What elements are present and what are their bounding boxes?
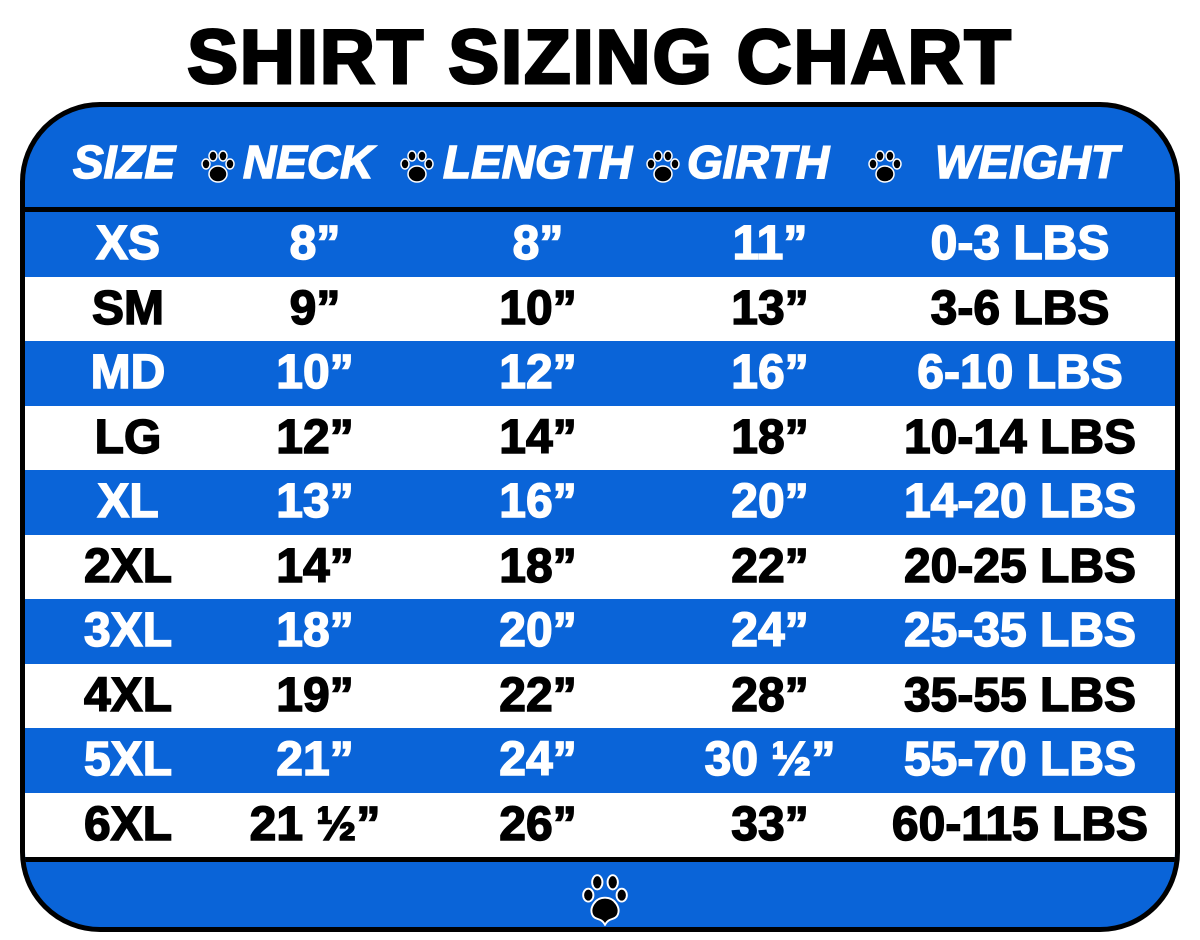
cell-girth: 33” xyxy=(731,797,810,851)
cell-weight: 55-70 LBS xyxy=(903,732,1137,786)
table-body: XS 8” 8” 11” 0-3 LBS SM 9” 10” 13” 3-6 LBS MD 10” 12… xyxy=(25,212,1175,857)
cell-neck: 10” xyxy=(276,345,355,399)
table-row: 6XL 21 ½” 26” 33” 60-115 LBS xyxy=(25,792,1175,857)
cell-size: LG xyxy=(94,410,162,464)
cell-girth: 28” xyxy=(731,668,810,722)
header-neck: NECK xyxy=(242,135,374,189)
cell-size: 2XL xyxy=(83,539,173,593)
cell-size: MD xyxy=(90,345,166,399)
cell-girth: 13” xyxy=(731,281,810,335)
cell-neck: 14” xyxy=(276,539,355,593)
paw-print-icon xyxy=(400,150,434,183)
table-row: LG 12” 14” 18” 10-14 LBS xyxy=(25,405,1175,470)
cell-girth: 22” xyxy=(731,539,810,593)
cell-size: 5XL xyxy=(83,732,173,786)
table-row: XL 13” 16” 20” 14-20 LBS xyxy=(25,470,1175,535)
cell-neck: 13” xyxy=(276,474,355,528)
cell-girth: 30 ½” xyxy=(704,732,836,786)
paw-print-icon xyxy=(646,150,680,183)
header-girth: GIRTH xyxy=(686,135,830,189)
cell-weight: 60-115 LBS xyxy=(891,797,1149,851)
cell-size: 6XL xyxy=(83,797,173,851)
paw-print-icon xyxy=(582,874,628,926)
cell-weight: 20-25 LBS xyxy=(903,539,1137,593)
cell-girth: 24” xyxy=(731,603,810,657)
cell-size: XL xyxy=(97,474,160,528)
table-header: SIZE NECK LENGTH GIRTH WEIGHT xyxy=(25,107,1175,212)
cell-neck: 12” xyxy=(276,410,355,464)
cell-girth: 20” xyxy=(731,474,810,528)
cell-girth: 18” xyxy=(731,410,810,464)
cell-weight: 14-20 LBS xyxy=(903,474,1137,528)
cell-size: SM xyxy=(91,281,165,335)
cell-neck: 18” xyxy=(276,603,355,657)
cell-length: 20” xyxy=(499,603,578,657)
cell-neck: 21 ½” xyxy=(249,797,381,851)
cell-length: 8” xyxy=(512,216,564,270)
cell-neck: 9” xyxy=(289,281,341,335)
cell-weight: 25-35 LBS xyxy=(903,603,1137,657)
cell-size: 3XL xyxy=(83,603,173,657)
table-row: MD 10” 12” 16” 6-10 LBS xyxy=(25,341,1175,406)
table-row: 3XL 18” 20” 24” 25-35 LBS xyxy=(25,599,1175,664)
header-length: LENGTH xyxy=(442,135,633,189)
cell-length: 16” xyxy=(499,474,578,528)
cell-weight: 0-3 LBS xyxy=(930,216,1110,270)
cell-size: 4XL xyxy=(83,668,173,722)
cell-length: 18” xyxy=(499,539,578,593)
paw-print-icon xyxy=(868,150,902,183)
header-weight: WEIGHT xyxy=(934,135,1119,189)
cell-length: 14” xyxy=(499,410,578,464)
table-row: SM 9” 10” 13” 3-6 LBS xyxy=(25,276,1175,341)
cell-girth: 11” xyxy=(732,216,808,270)
table-row: 2XL 14” 18” 22” 20-25 LBS xyxy=(25,534,1175,599)
cell-girth: 16” xyxy=(731,345,810,399)
cell-size: XS xyxy=(95,216,161,270)
table-row: XS 8” 8” 11” 0-3 LBS xyxy=(25,212,1175,277)
cell-neck: 21” xyxy=(276,732,355,786)
paw-print-icon xyxy=(201,150,235,183)
divider xyxy=(25,857,1175,862)
cell-neck: 19” xyxy=(276,668,355,722)
table-row: 4XL 19” 22” 28” 35-55 LBS xyxy=(25,663,1175,728)
sizing-table: SIZE NECK LENGTH GIRTH WEIGHT XS 8” 8” 11” 0… xyxy=(20,102,1180,932)
cell-length: 26” xyxy=(499,797,578,851)
chart-title: SHIRT SIZING CHART xyxy=(186,14,1013,102)
cell-length: 24” xyxy=(499,732,578,786)
cell-length: 10” xyxy=(499,281,578,335)
cell-weight: 6-10 LBS xyxy=(917,345,1124,399)
cell-length: 22” xyxy=(499,668,578,722)
cell-neck: 8” xyxy=(289,216,341,270)
cell-weight: 35-55 LBS xyxy=(903,668,1137,722)
table-row: 5XL 21” 24” 30 ½” 55-70 LBS xyxy=(25,728,1175,793)
cell-weight: 3-6 LBS xyxy=(930,281,1110,335)
cell-length: 12” xyxy=(499,345,578,399)
header-size: SIZE xyxy=(72,135,176,189)
cell-weight: 10-14 LBS xyxy=(903,410,1137,464)
